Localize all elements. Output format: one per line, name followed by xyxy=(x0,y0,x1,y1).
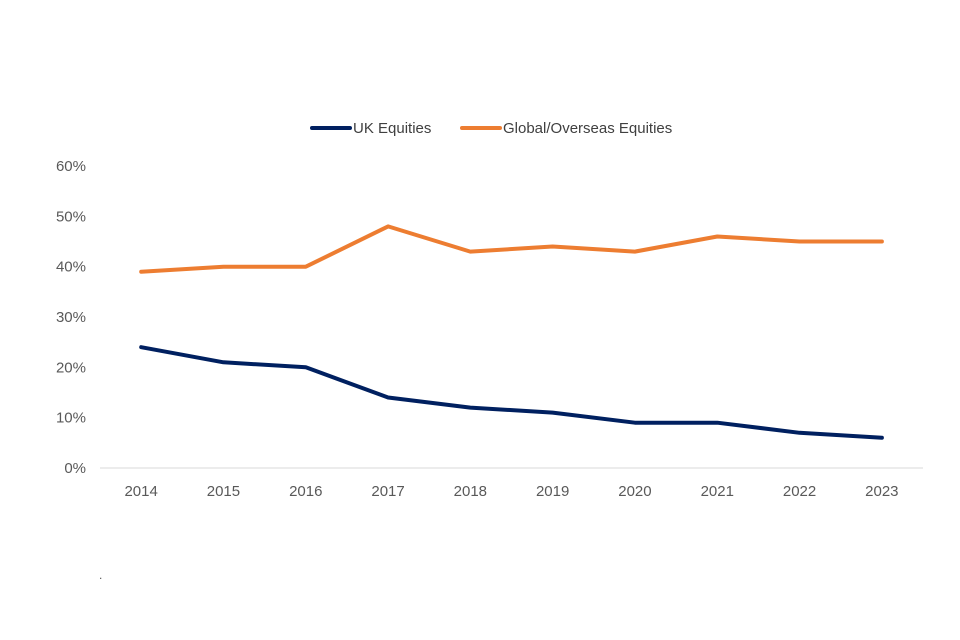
y-tick-label: 10% xyxy=(56,410,86,427)
x-tick-label: 2021 xyxy=(701,483,734,500)
x-axis-tick-labels: 2014 2015 2016 2017 2018 2019 2020 2021 2022 2023 xyxy=(124,483,898,500)
y-tick-label: 0% xyxy=(64,460,86,477)
x-tick-label: 2022 xyxy=(783,483,816,500)
chart-series xyxy=(139,224,884,440)
x-tick-label: 2016 xyxy=(289,483,322,500)
x-tick-label: 2023 xyxy=(865,483,898,500)
y-tick-label: 50% xyxy=(56,208,86,225)
series-line-uk-equities xyxy=(139,345,884,440)
x-tick-label: 2020 xyxy=(618,483,651,500)
legend-label-uk-equities: UK Equities xyxy=(353,120,431,137)
series-line-global-overseas-equities xyxy=(139,224,884,274)
x-tick-label: 2018 xyxy=(454,483,487,500)
x-tick-label: 2019 xyxy=(536,483,569,500)
y-tick-label: 20% xyxy=(56,359,86,376)
x-tick-label: 2017 xyxy=(371,483,404,500)
chart-legend: UK Equities Global/Overseas Equities xyxy=(310,120,672,137)
legend-label-global-overseas-equities: Global/Overseas Equities xyxy=(503,120,672,137)
y-tick-label: 60% xyxy=(56,158,86,175)
x-tick-label: 2014 xyxy=(124,483,157,500)
x-tick-label: 2015 xyxy=(207,483,240,500)
footnote: . xyxy=(99,568,103,582)
y-tick-label: 40% xyxy=(56,259,86,276)
y-axis-tick-labels: 0% 10% 20% 30% 40% 50% 60% xyxy=(56,158,86,477)
y-tick-label: 30% xyxy=(56,309,86,326)
